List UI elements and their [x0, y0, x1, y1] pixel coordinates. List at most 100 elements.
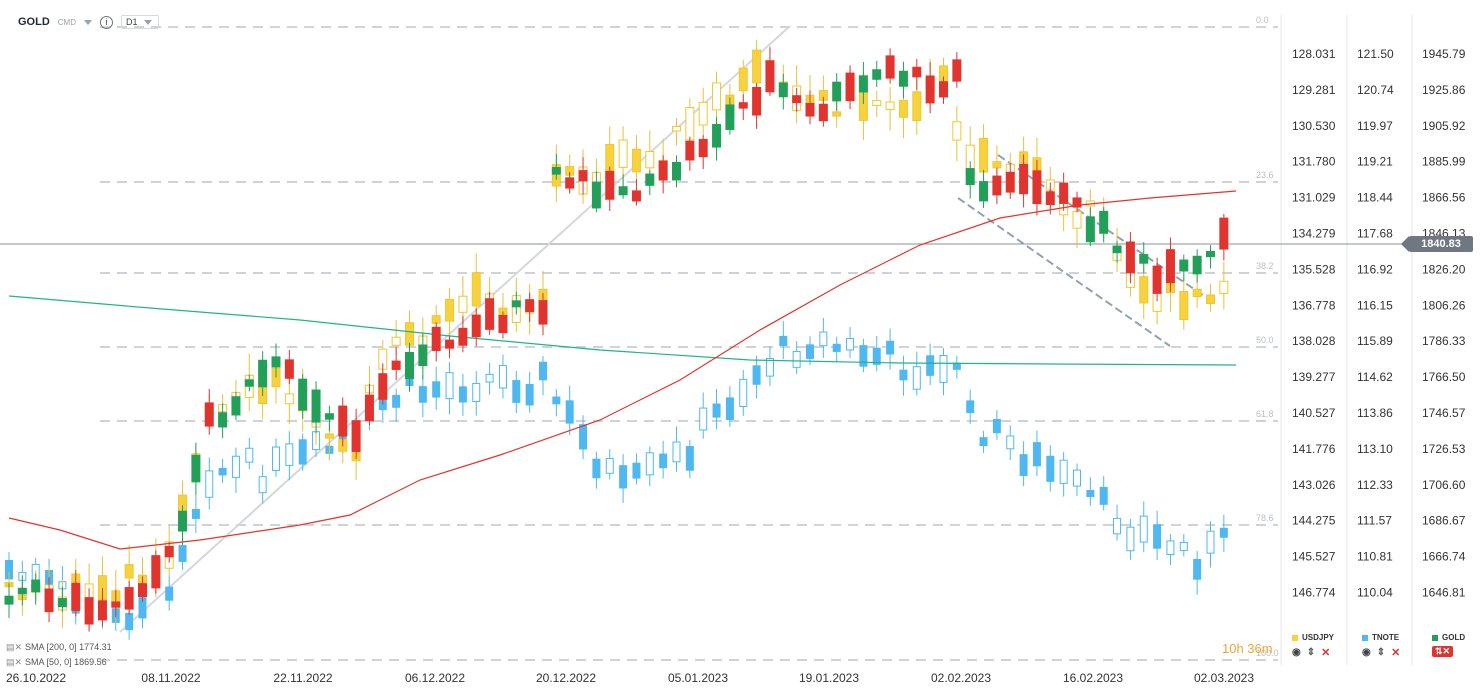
tnote-candle — [231, 455, 240, 478]
gold-candle — [805, 102, 815, 117]
gold-candle — [405, 351, 414, 379]
date-tick-label: 08.11.2022 — [141, 671, 200, 685]
tnote-candle — [1086, 490, 1095, 498]
close-icon[interactable]: ✕ — [1391, 647, 1401, 659]
usdjpy-candle — [1206, 294, 1215, 304]
tnote-tick-label: 116.15 — [1357, 298, 1393, 312]
chevron-down-icon — [143, 19, 152, 25]
fib-level-label: 78.6 — [1256, 513, 1274, 523]
tnote-candle — [765, 357, 774, 377]
gold-candle — [778, 82, 788, 98]
gold-candle — [965, 168, 975, 186]
gold-candle — [858, 75, 868, 93]
close-icon[interactable]: ✕ — [1321, 647, 1331, 659]
gold-candle — [685, 140, 695, 161]
gold-candle — [391, 360, 401, 370]
channel-lower — [957, 197, 1171, 347]
tnote-candle — [1139, 515, 1148, 543]
tnote-candle — [685, 446, 694, 471]
gold-candle — [1019, 163, 1029, 195]
tnote-candle — [458, 386, 467, 403]
gold-candle — [378, 373, 388, 400]
sma200-row[interactable]: ▤✕ SMA [200, 0] 1774.31 — [6, 640, 112, 655]
gold-candle — [17, 587, 27, 595]
tnote-candle — [272, 446, 280, 471]
tnote-candle — [178, 545, 187, 562]
usdjpy-tick-label: 141.776 — [1292, 442, 1336, 456]
tnote-candle — [218, 467, 227, 476]
tnote-candle — [952, 362, 961, 370]
gold-candle — [1059, 182, 1069, 204]
settings-icon[interactable]: ▤✕ — [6, 657, 23, 667]
legend-tnote[interactable]: TNOTE ◉ ⇕ ✕ — [1362, 633, 1400, 659]
gold-candle — [925, 75, 935, 104]
tnote-candle — [899, 369, 908, 381]
tnote-tick-label: 119.97 — [1357, 119, 1393, 133]
date-tick-label: 05.01.2023 — [668, 671, 728, 685]
tnote-candle — [832, 343, 841, 352]
usdjpy-tick-label: 130.530 — [1292, 119, 1336, 133]
symbol-dropdown-icon[interactable] — [84, 19, 92, 25]
gold-candle — [565, 177, 575, 189]
gold-candle — [872, 69, 882, 80]
sort-icon[interactable]: ⇕ — [1306, 647, 1316, 658]
gold-candle — [631, 190, 641, 202]
gold-candle — [191, 454, 201, 483]
legend-gold[interactable]: GOLD ⇅✕ — [1432, 633, 1465, 657]
usdjpy-tick-label: 128.031 — [1292, 47, 1336, 61]
gold-tick-label: 1746.57 — [1422, 406, 1466, 420]
gold-tick-label: 1885.99 — [1422, 155, 1466, 169]
date-tick-label: 16.02.2023 — [1063, 671, 1123, 685]
usdjpy-candle — [952, 121, 962, 141]
tnote-tick-label: 115.89 — [1357, 334, 1393, 348]
usdjpy-candle — [631, 148, 641, 173]
tnote-candle — [1032, 442, 1041, 467]
gold-tick-label: 1666.74 — [1422, 550, 1466, 564]
eye-icon[interactable]: ◉ — [1292, 647, 1301, 658]
usdjpy-candle — [1179, 291, 1189, 321]
timeframe-select[interactable]: D1 — [121, 15, 159, 29]
tnote-candle — [792, 350, 801, 368]
eye-icon[interactable]: ◉ — [1362, 647, 1371, 658]
sort-icon[interactable]: ⇕ — [1376, 647, 1386, 658]
gold-candle — [591, 181, 601, 209]
symbol-label[interactable]: GOLD — [18, 16, 50, 28]
legend-usdjpy[interactable]: USDJPY ◉ ⇕ ✕ — [1292, 633, 1334, 659]
gold-candle — [204, 402, 214, 427]
gold-candle — [311, 389, 321, 423]
gold-tick-label: 1945.79 — [1422, 47, 1466, 61]
tnote-candle — [725, 397, 734, 420]
date-tick-label: 22.11.2022 — [273, 671, 332, 685]
tnote-candle — [205, 470, 214, 498]
gold-candle — [725, 104, 735, 130]
gold-candle — [218, 412, 228, 428]
usdjpy-candle — [672, 126, 681, 132]
gold-settings-icon[interactable]: ⇅✕ — [1432, 646, 1454, 657]
usdjpy-candle — [284, 393, 294, 405]
usdjpy-candle — [872, 100, 882, 106]
usdjpy-candle — [685, 107, 695, 141]
usdjpy-candle — [912, 91, 922, 122]
tnote-candle — [659, 453, 668, 469]
tnote-swatch — [1362, 634, 1368, 641]
usdjpy-candle — [1192, 288, 1202, 298]
tnote-candle — [1179, 541, 1188, 551]
sma50-row[interactable]: ▤✕ SMA [50, 0] 1869.56 — [6, 655, 112, 670]
gold-candle — [832, 81, 842, 102]
usdjpy-candle — [1139, 276, 1149, 304]
tnote-candle — [912, 366, 921, 390]
info-icon[interactable]: i — [100, 15, 113, 29]
gold-candle — [538, 300, 548, 325]
gold-candle — [1072, 197, 1082, 208]
usdjpy-candle — [324, 433, 334, 439]
fib-level-label: 50.0 — [1256, 335, 1274, 345]
gold-candle — [258, 359, 268, 388]
settings-icon[interactable]: ▤✕ — [6, 642, 23, 652]
gold-candle — [939, 81, 948, 98]
usdjpy-tick-label: 144.275 — [1292, 514, 1336, 528]
gold-candle — [44, 588, 54, 613]
tnote-candle — [819, 331, 828, 347]
indicator-legend: ▤✕ SMA [200, 0] 1774.31 ▤✕ SMA [50, 0] 1… — [6, 640, 112, 670]
